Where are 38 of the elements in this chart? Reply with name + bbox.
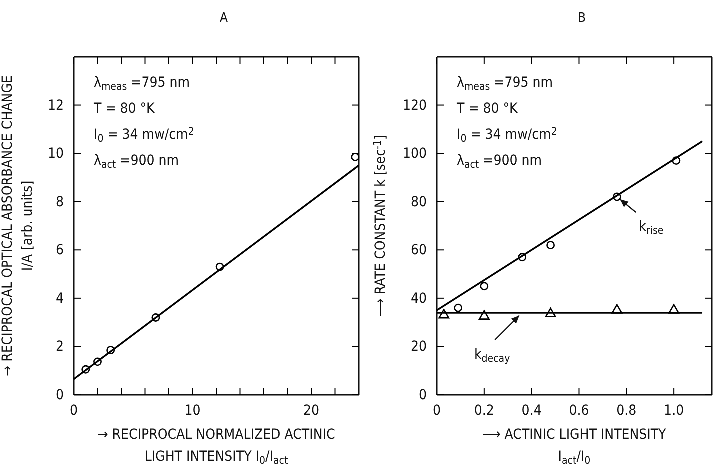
y-tick-label: 40 bbox=[410, 290, 427, 307]
x-tick-label: 20 bbox=[303, 402, 320, 419]
annotation: λ$_{act}$ =900 nm bbox=[94, 153, 179, 172]
y-tick-label: 8 bbox=[56, 194, 64, 210]
x-tick-label: 0 bbox=[432, 402, 442, 419]
y-tick-label: 60 bbox=[410, 242, 427, 259]
annotation: k$_{decay}$ bbox=[474, 346, 511, 366]
x-axis-title: → RECIPROCAL NORMALIZED ACTINIC LIGHT INTENSITY I$_{0}$/I$_{act}$ bbox=[98, 427, 336, 468]
x-tick-label: 0.4 bbox=[522, 402, 542, 419]
y-tick-label: 6 bbox=[56, 242, 64, 259]
y-tick-label: 10 bbox=[48, 146, 64, 162]
annotation: I$_{0}$ = 34 mw/cm$^{2}$ bbox=[457, 126, 558, 146]
y-tick-label: 2 bbox=[56, 339, 64, 356]
chart-title: B bbox=[578, 11, 586, 26]
x-tick-label: 0 bbox=[70, 402, 78, 419]
annotation: λ$_{meas}$ =795 nm bbox=[457, 75, 554, 94]
y-tick-label: 120 bbox=[402, 98, 427, 114]
annotation: I$_{0}$ = 34 mw/cm$^{2}$ bbox=[94, 126, 194, 146]
x-tick-label: 1.0 bbox=[664, 402, 684, 419]
y-tick-label: 4 bbox=[56, 290, 64, 307]
y-tick-label: 80 bbox=[410, 194, 427, 210]
x-tick-label: 0.2 bbox=[474, 402, 494, 419]
x-axis-title: ⟶ ACTINIC LIGHT INTENSITY I$_{act}$/I$_{0}$ bbox=[482, 427, 667, 468]
y-tick-label: 100 bbox=[402, 146, 427, 162]
x-tick-label: 10 bbox=[184, 402, 201, 419]
y-tick-label: 0 bbox=[56, 387, 64, 404]
y-axis-title: → RECIPROCAL OPTICAL ABSORBANCE CHANGE I/A [arb. units] bbox=[0, 76, 36, 376]
annotation: λ$_{meas}$ =795 nm bbox=[94, 75, 190, 94]
x-tick-label: 0.6 bbox=[569, 402, 590, 419]
y-tick-label: 12 bbox=[48, 98, 64, 114]
annotation: T = 80 °K bbox=[456, 101, 519, 117]
annotation: T = 80 °K bbox=[93, 101, 156, 117]
chart-title: A bbox=[220, 11, 228, 26]
annotation: k$_{rise}$ bbox=[639, 219, 664, 238]
x-tick-label: 0.8 bbox=[616, 402, 637, 419]
y-tick-label: 20 bbox=[410, 339, 427, 356]
y-tick-label: 0 bbox=[418, 387, 427, 404]
annotation: λ$_{act}$ =900 nm bbox=[457, 153, 542, 172]
